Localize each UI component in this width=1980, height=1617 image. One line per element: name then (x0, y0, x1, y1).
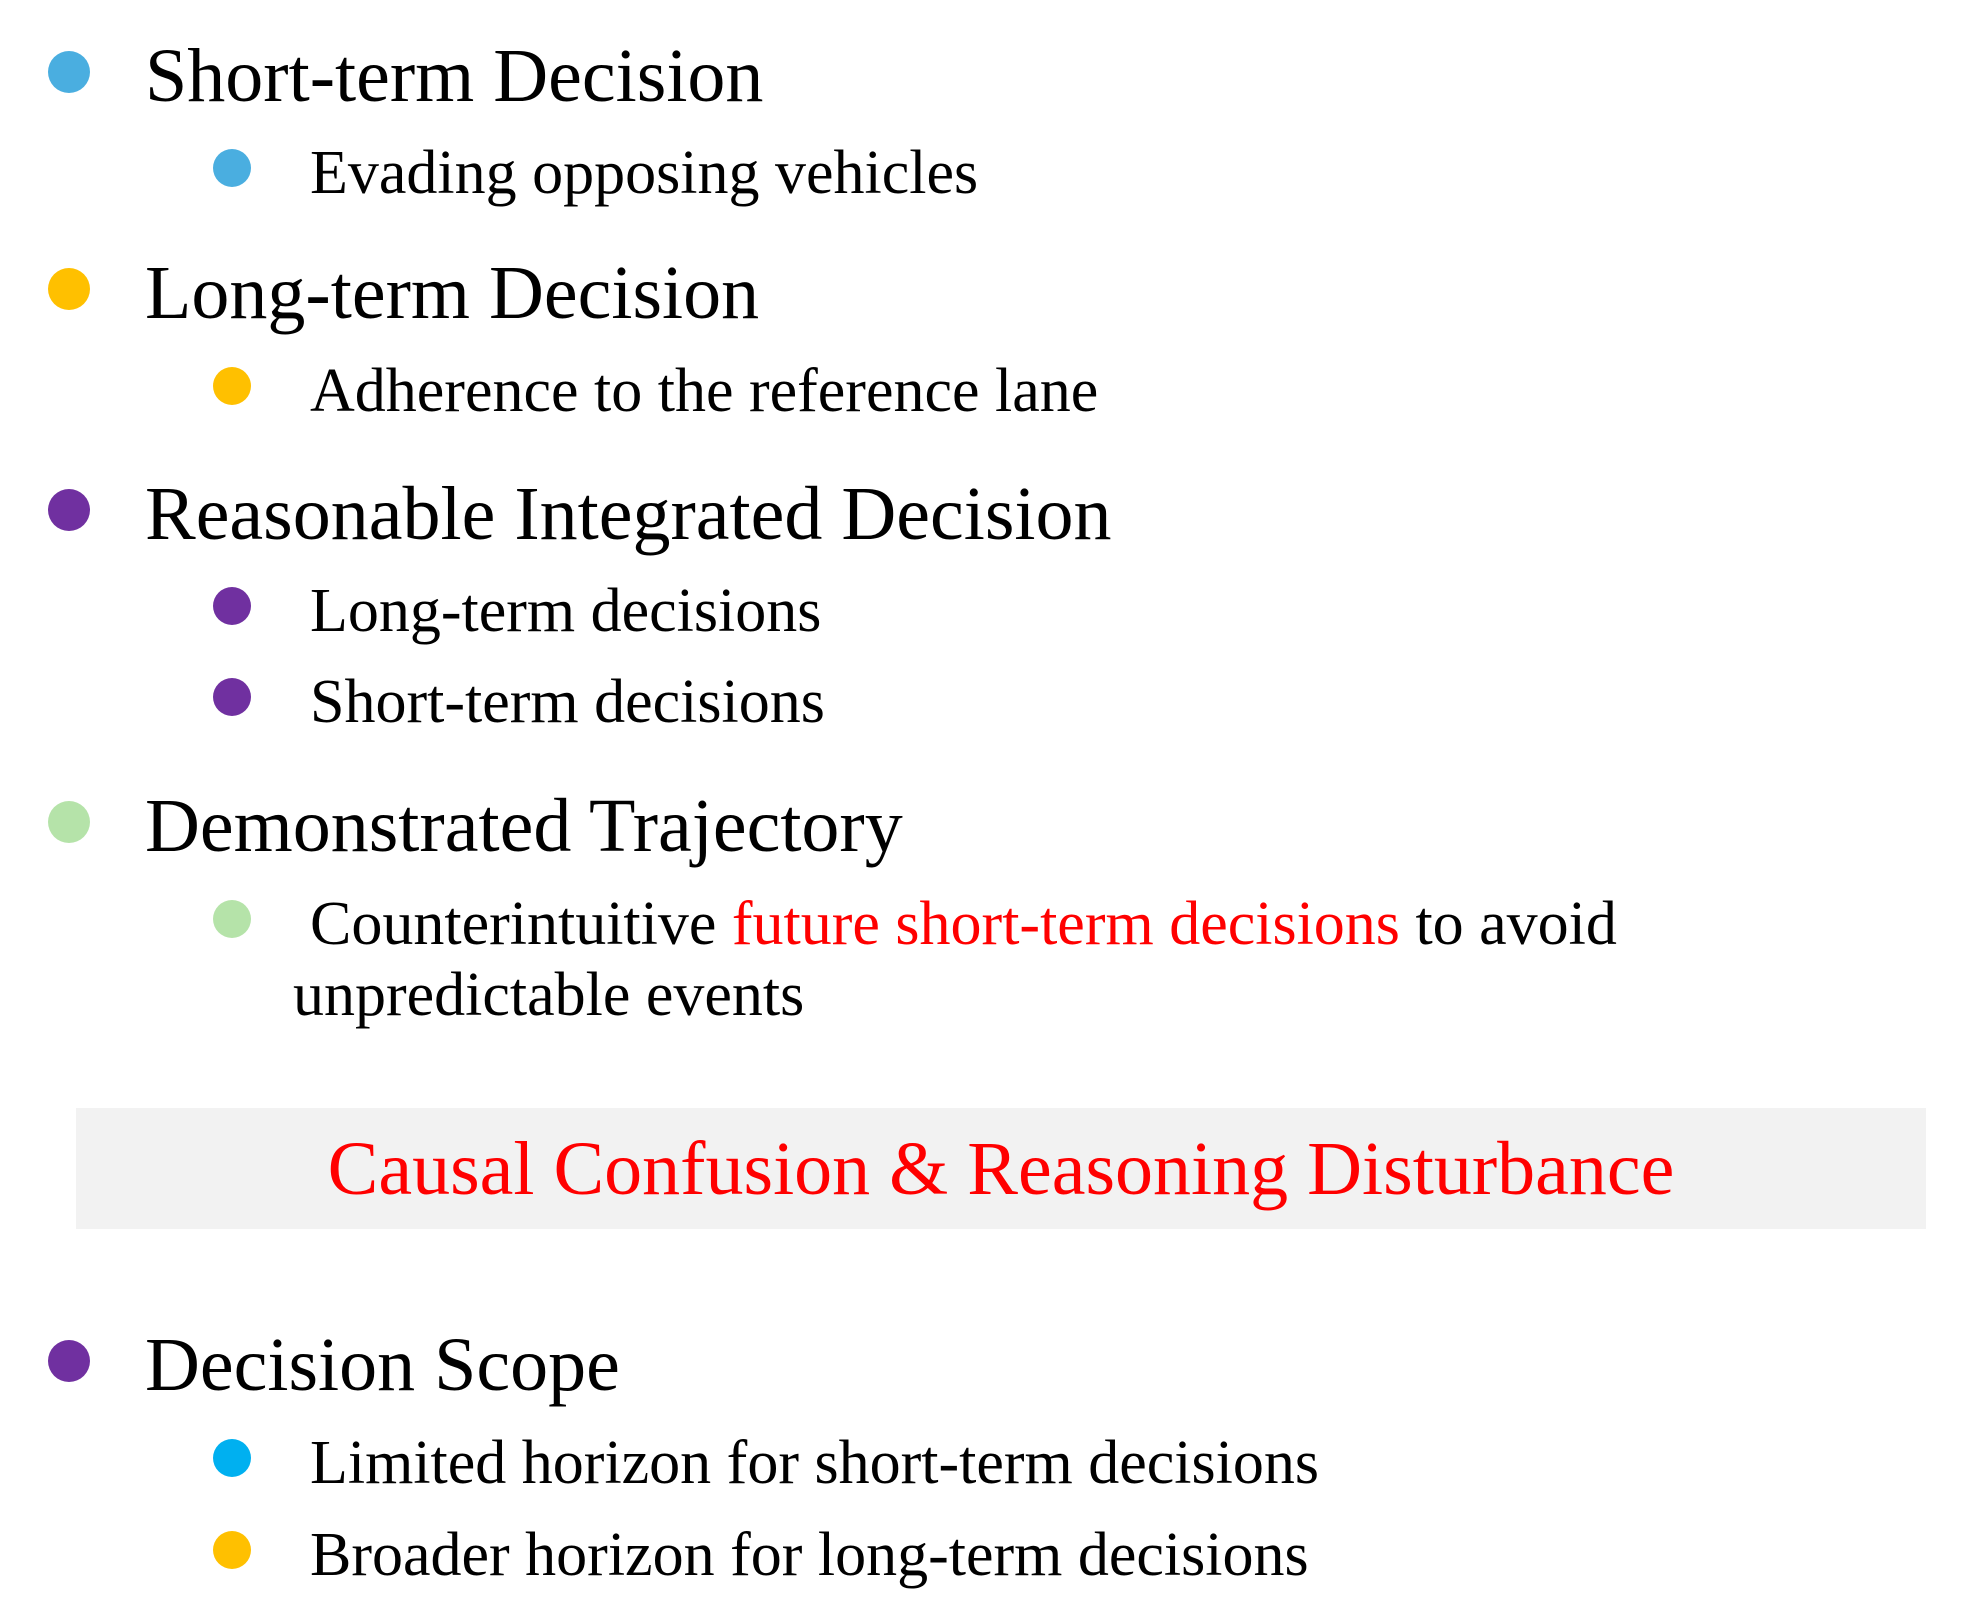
scope-heading: Decision Scope (145, 1323, 620, 1407)
demonstrated-heading: Demonstrated Trajectory (145, 784, 903, 868)
scope-item: Limited horizon for short-term decisions (310, 1429, 1319, 1497)
demonstrated-item-before: Counterintuitive (310, 890, 732, 958)
short-term-heading: Short-term Decision (145, 34, 764, 118)
causal-confusion-banner: Causal Confusion & Reasoning Disturbance (76, 1108, 1926, 1229)
amber-bullet-icon (213, 367, 251, 405)
banner-text: Causal Confusion & Reasoning Disturbance (327, 1126, 1675, 1211)
purple-bullet-icon (213, 678, 251, 716)
light-green-bullet-icon (48, 801, 90, 843)
purple-bullet-icon (48, 1340, 90, 1382)
demonstrated-item-line2: unpredictable events (293, 961, 805, 1029)
blue-bullet-icon (213, 149, 251, 187)
light-green-bullet-icon (213, 900, 251, 938)
scope-item: Broader horizon for long-term decisions (310, 1521, 1309, 1589)
integrated-item: Long-term decisions (310, 577, 822, 645)
amber-bullet-icon (48, 268, 90, 310)
amber-bullet-icon (213, 1531, 251, 1569)
purple-bullet-icon (48, 489, 90, 531)
integrated-item: Short-term decisions (310, 668, 825, 736)
long-term-heading: Long-term Decision (145, 251, 760, 335)
demonstrated-item: Counterintuitive future short-term decis… (310, 893, 1617, 955)
cyan-bullet-icon (213, 1439, 251, 1477)
demonstrated-item-after: to avoid (1399, 890, 1617, 958)
purple-bullet-icon (213, 587, 251, 625)
integrated-heading: Reasonable Integrated Decision (145, 472, 1112, 556)
short-term-item: Evading opposing vehicles (310, 139, 979, 207)
demonstrated-item-highlight: future short-term decisions (731, 890, 1400, 958)
long-term-item: Adherence to the reference lane (310, 357, 1099, 425)
blue-bullet-icon (48, 51, 90, 93)
